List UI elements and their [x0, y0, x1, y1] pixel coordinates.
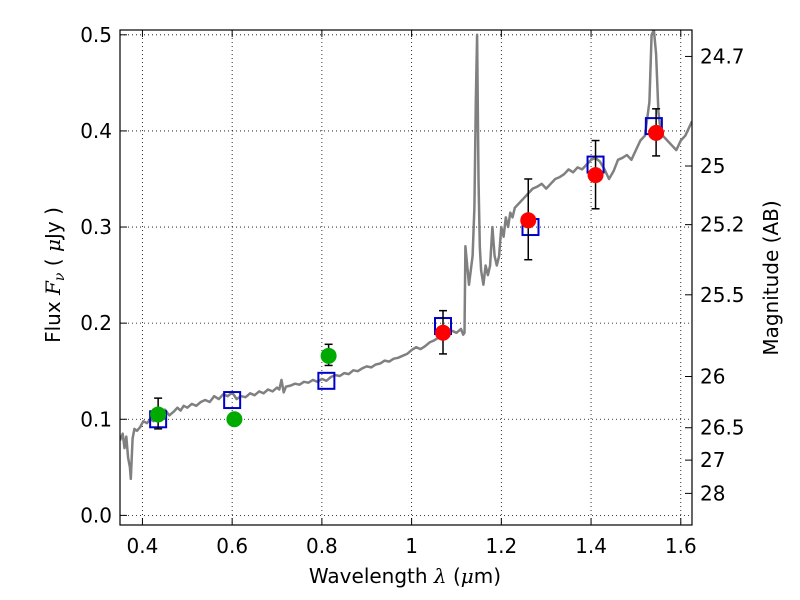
model-photometry-square [223, 391, 242, 410]
observed-data-point [520, 212, 537, 229]
right-tick-label: 25.2 [700, 213, 745, 237]
right-tick-label: 25.5 [700, 283, 745, 307]
x-tick-label: 1.6 [665, 534, 697, 558]
tick-labels: 0.4 0.6 0.8 1 1.2 1.4 1.6 0.0 0.1 0.2 0.3 0.4 0.5 24.… [80, 23, 744, 558]
plot-area [120, 30, 692, 481]
y-tick-label: 0.4 [80, 119, 112, 143]
right-tick-label: 28 [700, 481, 725, 505]
observed-data-point [320, 347, 337, 364]
series-group [120, 30, 692, 481]
observed-data-point [587, 167, 604, 184]
observed-data-point [226, 411, 243, 428]
model-photometry-square [317, 371, 336, 390]
right-tick-label: 27 [700, 448, 725, 472]
observed-data-point [150, 406, 167, 423]
x-tick-label: 0.4 [127, 534, 159, 558]
y-tick-label: 0.5 [80, 23, 112, 47]
x-tick-label: 1 [405, 534, 418, 558]
observed-data-point [435, 324, 452, 341]
model-spectrum-line [120, 30, 692, 481]
x-axis-title: Wavelength λ (μm) [309, 564, 501, 588]
x-tick-label: 1.4 [575, 534, 607, 558]
right-tick-label: 26 [700, 365, 725, 389]
x-tick-label: 1.2 [485, 534, 517, 558]
right-tick-label: 26.5 [700, 416, 745, 440]
y-axis-title: Flux Fν ( μJy ) [41, 207, 68, 343]
grid-lines [120, 30, 692, 525]
y-tick-label: 0.1 [80, 407, 112, 431]
tick-marks [120, 30, 692, 525]
y-tick-label: 0.0 [80, 503, 112, 527]
y-tick-label: 0.2 [80, 311, 112, 335]
observed-data-point [648, 124, 665, 141]
plot-frame [119, 29, 693, 526]
y-tick-label: 0.3 [80, 215, 112, 239]
y-axis-right-title: Magnitude (AB) [759, 200, 783, 355]
x-tick-label: 0.6 [216, 534, 248, 558]
right-tick-label: 24.7 [700, 44, 745, 68]
x-tick-label: 0.8 [306, 534, 338, 558]
right-tick-label: 25 [700, 154, 725, 178]
